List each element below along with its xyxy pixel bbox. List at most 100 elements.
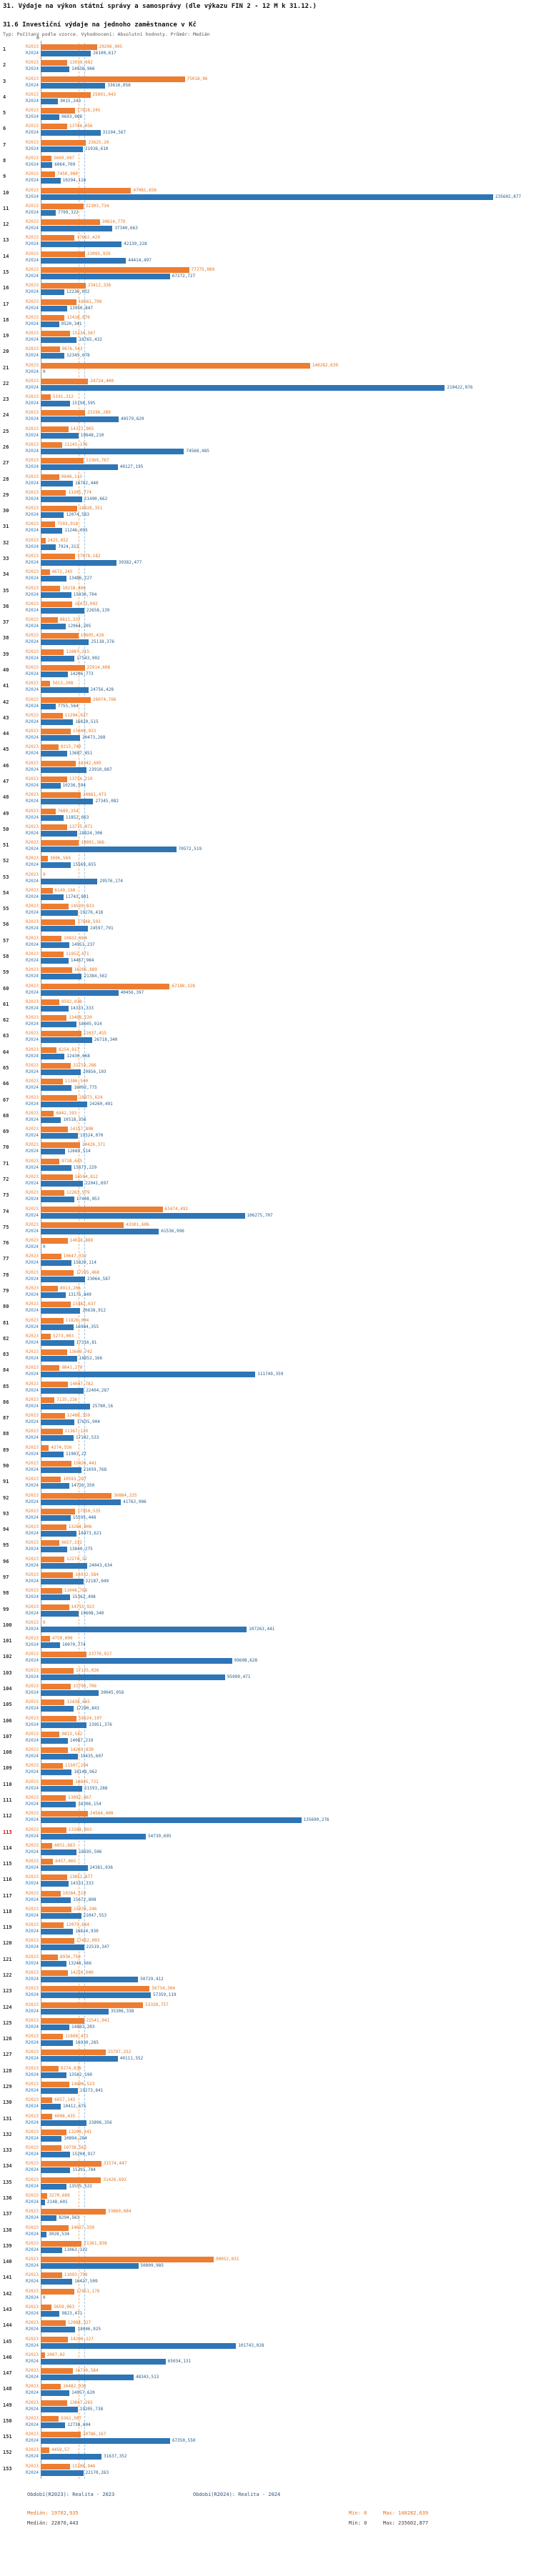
value-label-r2024: 11903,22 bbox=[65, 1451, 86, 1457]
chart-row: 80 R2023 15482,637 R2024 20638,912 bbox=[0, 1300, 536, 1316]
chart-row: 30 R2023 18926,351 R2024 12074,583 bbox=[0, 504, 536, 520]
row-number: 83 bbox=[3, 1352, 9, 1358]
bar-line-r2023: R2023 4750,000 bbox=[0, 1636, 73, 1642]
bar-r2024 bbox=[41, 1339, 74, 1346]
row-number: 41 bbox=[3, 683, 9, 689]
row-number: 113 bbox=[3, 1829, 12, 1835]
row-number: 74 bbox=[3, 1208, 9, 1214]
row-number: 12 bbox=[3, 221, 9, 228]
bar-r2023 bbox=[41, 1890, 61, 1897]
row-number: 56 bbox=[3, 922, 9, 928]
bar-line-r2023: R2023 23412,336 bbox=[0, 283, 111, 289]
bar-r2024 bbox=[41, 2310, 60, 2317]
value-label-r2023: 14806,523 bbox=[71, 2082, 95, 2087]
bar-line-r2024: R2024 22404,287 bbox=[0, 1387, 109, 1394]
chart-row: 16 R2023 23412,336 R2024 12236,032 bbox=[0, 281, 536, 297]
value-label-r2023: 14250,000 bbox=[70, 1970, 94, 1976]
bar-r2024 bbox=[41, 2215, 57, 2222]
series-tag-r2024: R2024 bbox=[25, 1642, 39, 1648]
series-tag-r2024: R2024 bbox=[25, 2390, 39, 2396]
bar-r2023 bbox=[41, 1461, 71, 1467]
bar-r2023 bbox=[41, 1349, 67, 1356]
bar-r2023 bbox=[41, 1094, 77, 1101]
bar-line-r2023: R2023 17878,182 bbox=[0, 554, 101, 559]
value-label-r2024: 14467,984 bbox=[70, 958, 94, 964]
series-tag-r2023: R2023 bbox=[25, 2177, 39, 2182]
chart-row: 5 R2023 17818,245 R2024 9693,968 bbox=[0, 106, 536, 122]
value-label-r2024: 16782,440 bbox=[75, 480, 99, 486]
bar-line-r2024: R2024 15820,114 bbox=[0, 1260, 96, 1267]
bar-r2023 bbox=[41, 1397, 55, 1403]
value-label-r2023: 5609,097 bbox=[54, 155, 74, 161]
series-tag-r2024: R2024 bbox=[25, 432, 39, 438]
value-label-r2024: 11246,095 bbox=[64, 528, 88, 534]
legend-period-r2024: Období(R2024): Realita - 2024 bbox=[193, 2492, 281, 2497]
value-label-r2023: 10593,287 bbox=[63, 1477, 86, 1482]
chart-row: 148 R2023 10482,936 R2024 14957,620 bbox=[0, 2382, 536, 2398]
series-tag-r2023: R2023 bbox=[25, 1619, 39, 1625]
bar-line-r2023: R2023 10832,664 bbox=[0, 935, 87, 942]
row-number: 91 bbox=[3, 1479, 9, 1485]
legend-median-r2023: Medián: 19702,935 bbox=[27, 2510, 79, 2516]
series-tag-r2023: R2023 bbox=[25, 1874, 39, 1880]
value-label-r2023: 24564,408 bbox=[89, 1811, 114, 1817]
series-tag-r2024: R2024 bbox=[25, 989, 39, 995]
series-tag-r2024: R2024 bbox=[25, 2454, 39, 2460]
row-number: 52 bbox=[3, 858, 9, 864]
value-label-r2023: 19605,428 bbox=[80, 633, 104, 639]
series-tag-r2023: R2023 bbox=[25, 1206, 39, 1212]
series-tag-r2024: R2024 bbox=[25, 98, 39, 104]
row-number: 117 bbox=[3, 1892, 12, 1899]
bar-line-r2023: R2023 9841,270 bbox=[0, 1365, 82, 1372]
bar-line-r2024: R2024 235602,877 bbox=[0, 194, 521, 200]
value-label-r2024: 7924,313 bbox=[58, 544, 79, 549]
series-tag-r2023: R2023 bbox=[25, 346, 39, 352]
bar-line-r2023: R2023 12270,32 bbox=[0, 1556, 87, 1562]
series-tag-r2024: R2024 bbox=[25, 2263, 39, 2269]
bar-r2023 bbox=[41, 2161, 101, 2167]
bar-line-r2024: R2024 18306,154 bbox=[0, 1801, 101, 1807]
value-label-r2023: 13851,877 bbox=[69, 1874, 93, 1880]
chart-row: 120 R2023 17462,093 R2024 22519,347 bbox=[0, 1937, 536, 1952]
series-tag-r2024: R2024 bbox=[25, 2295, 39, 2300]
bar-line-r2023: R2023 11048,766 bbox=[0, 1588, 87, 1594]
value-label-r2023: 12480,359 bbox=[66, 1413, 91, 1419]
value-label-r2023: 13092,467 bbox=[68, 1794, 91, 1800]
chart-row: 6 R2023 13786,056 R2024 31104,567 bbox=[0, 122, 536, 138]
bar-r2023 bbox=[41, 1667, 74, 1674]
bar-line-r2024: R2024 65034,131 bbox=[0, 2358, 191, 2365]
value-label-r2024: 17543,902 bbox=[76, 655, 100, 661]
bar-r2024 bbox=[41, 1801, 76, 1807]
series-tag-r2023: R2023 bbox=[25, 108, 39, 114]
value-label-r2023: 36884,225 bbox=[114, 1492, 137, 1498]
row-number: 82 bbox=[3, 1335, 9, 1342]
bar-r2023 bbox=[41, 2320, 66, 2327]
series-tag-r2023: R2023 bbox=[25, 489, 39, 495]
row-number: 103 bbox=[3, 1669, 12, 1676]
series-tag-r2024: R2024 bbox=[25, 369, 39, 374]
chart-row: 99 R2023 14715,923 R2024 19608,340 bbox=[0, 1603, 536, 1619]
series-tag-r2024: R2024 bbox=[25, 161, 39, 167]
bar-r2024 bbox=[41, 432, 79, 439]
row-number: 53 bbox=[3, 874, 9, 880]
value-label-r2023: 8913,206 bbox=[59, 1285, 81, 1291]
value-label-r2024: 19648,210 bbox=[80, 432, 104, 438]
value-label-r2024: 13555,522 bbox=[69, 2183, 92, 2189]
bar-r2024 bbox=[41, 1069, 81, 1075]
chart-row: 1 R2023 29296,905 R2024 26100,617 bbox=[0, 43, 536, 59]
chart-row: 95 R2023 9657,312 R2024 13840,275 bbox=[0, 1539, 536, 1554]
bar-line-r2024: R2024 15362,498 bbox=[0, 1594, 96, 1601]
series-tag-r2024: R2024 bbox=[25, 2327, 39, 2332]
bar-r2023 bbox=[41, 474, 59, 480]
value-label-r2024: 19276,418 bbox=[79, 910, 104, 916]
value-label-r2023: 14157,808 bbox=[70, 1127, 94, 1132]
chart-row: 52 R2023 3696,569 R2024 15569,655 bbox=[0, 854, 536, 870]
series-tag-r2023: R2023 bbox=[25, 2050, 39, 2055]
chart-row: 78 R2023 17295,468 R2024 23064,587 bbox=[0, 1269, 536, 1284]
chart-row: 108 R2023 14269,830 R2024 19435,607 bbox=[0, 1746, 536, 1762]
value-label-r2023: 11048,766 bbox=[64, 1588, 88, 1594]
bar-line-r2024: R2024 21047,553 bbox=[0, 1912, 106, 1919]
series-tag-r2023: R2023 bbox=[25, 1986, 39, 1992]
series-tag-r2023: R2023 bbox=[25, 999, 39, 1004]
bar-r2024 bbox=[41, 321, 59, 327]
